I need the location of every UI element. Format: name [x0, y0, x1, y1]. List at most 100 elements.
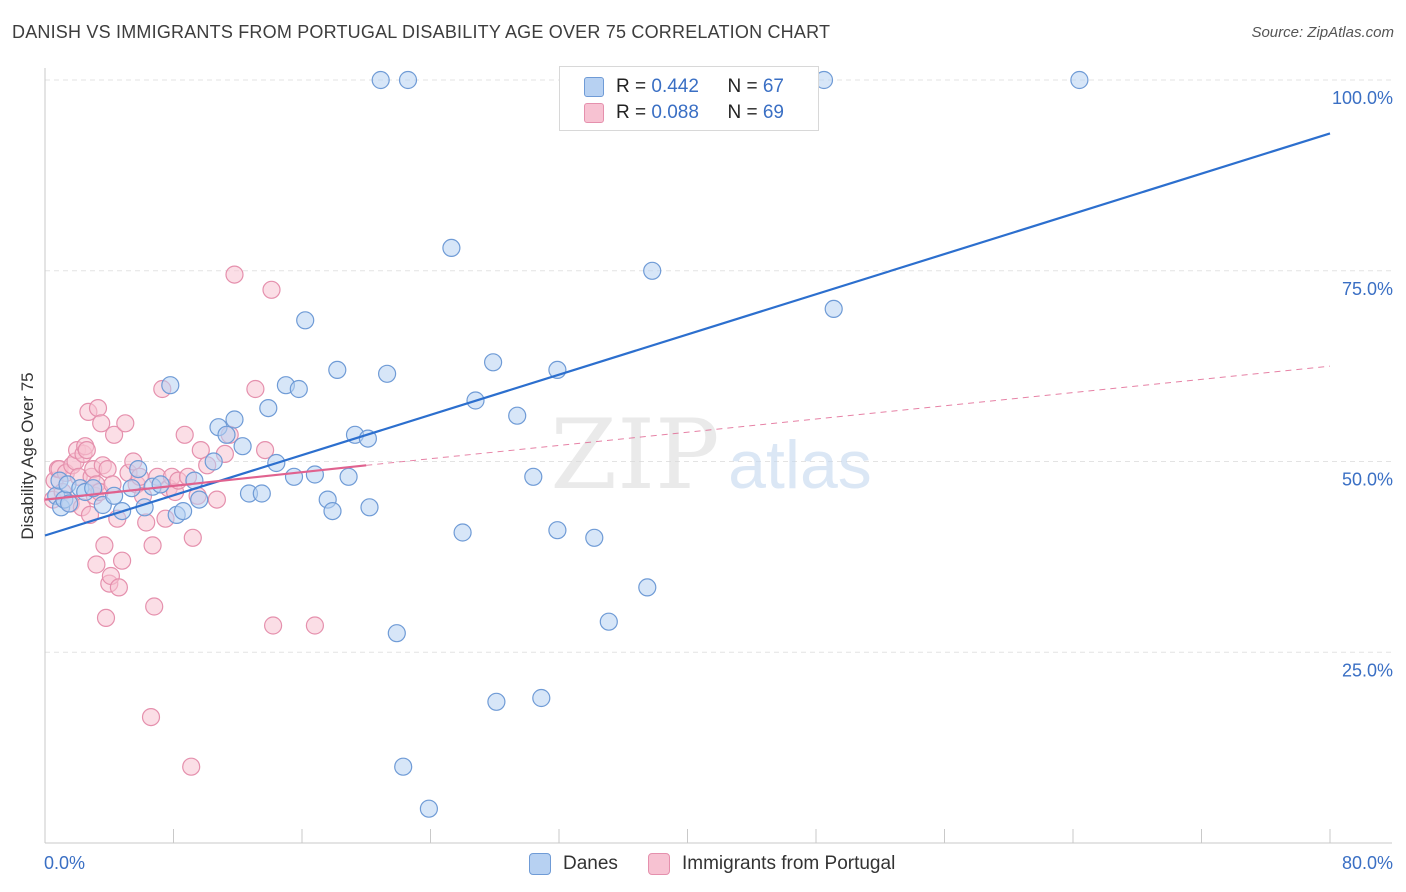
legend-row-danes: R = 0.442 N = 67 — [584, 75, 784, 99]
point-danes — [104, 486, 124, 505]
point-portugal — [104, 425, 124, 444]
point-portugal — [256, 441, 275, 460]
y-tick-label: 75.0% — [1342, 279, 1393, 299]
point-danes — [638, 578, 657, 597]
watermark-zip: ZIP — [550, 399, 719, 511]
legend: R = 0.442 N = 67 R = 0.088 N = 69 — [559, 66, 819, 131]
legend-swatch-danes — [584, 77, 604, 97]
trend-line-portugal-extended — [366, 365, 1331, 466]
point-danes — [585, 528, 604, 547]
point-danes — [122, 479, 141, 498]
point-danes — [233, 437, 252, 456]
point-portugal — [98, 460, 117, 479]
legend-r-value: 0.442 — [651, 76, 699, 97]
legend-r-label: R = — [616, 76, 652, 97]
gridlines — [45, 79, 1392, 653]
legend-n-value: 67 — [762, 76, 784, 97]
point-danes — [548, 521, 567, 540]
legend-row-portugal: R = 0.088 N = 69 — [584, 101, 784, 125]
point-danes — [151, 475, 170, 494]
point-danes — [532, 688, 551, 708]
x-tick-label: 0.0% — [44, 853, 85, 873]
point-danes — [161, 376, 180, 395]
point-danes — [371, 70, 390, 90]
x-tick-label: 80.0% — [1342, 853, 1393, 873]
bottom-legend-swatch-danes — [529, 853, 551, 875]
point-portugal — [207, 490, 226, 509]
point-danes — [259, 399, 278, 418]
legend-r-label: R = — [616, 102, 652, 123]
point-danes — [217, 425, 236, 444]
point-portugal — [182, 757, 201, 776]
point-portugal — [88, 399, 108, 418]
point-portugal — [137, 513, 156, 532]
watermark-atlas: atlas — [728, 427, 872, 503]
trend-line-portugal — [44, 464, 367, 501]
y-tick-label: 50.0% — [1342, 470, 1393, 490]
point-portugal — [225, 265, 244, 284]
point-portugal — [262, 280, 281, 299]
point-danes — [284, 467, 304, 486]
y-axis-label: Disability Age Over 75 — [18, 372, 37, 540]
point-danes — [398, 70, 418, 90]
point-danes — [453, 523, 472, 542]
point-danes — [328, 360, 347, 379]
point-danes — [484, 353, 503, 372]
point-danes — [419, 799, 438, 818]
chart-title: DANISH VS IMMIGRANTS FROM PORTUGAL DISAB… — [12, 22, 831, 42]
point-portugal — [145, 597, 164, 616]
bottom-legend-portugal: Immigrants from Portugal — [648, 852, 895, 876]
point-portugal — [112, 551, 132, 570]
point-danes — [305, 465, 324, 484]
point-danes — [296, 311, 315, 330]
watermark: ZIP atlas — [550, 399, 871, 511]
bottom-legend-label-danes: Danes — [563, 853, 618, 874]
point-danes — [394, 757, 413, 776]
point-danes — [599, 612, 618, 631]
point-portugal — [143, 536, 162, 555]
point-portugal — [264, 616, 283, 635]
point-portugal — [246, 379, 265, 399]
point-danes — [360, 498, 379, 517]
point-danes — [824, 299, 843, 318]
point-danes — [129, 460, 148, 479]
legend-n-value: 69 — [762, 102, 784, 123]
point-danes — [508, 406, 527, 425]
point-portugal — [92, 414, 111, 433]
point-danes — [378, 364, 397, 383]
point-portugal — [87, 555, 106, 574]
series-portugal-points — [43, 265, 324, 776]
point-danes — [524, 467, 543, 486]
point-danes — [289, 379, 308, 399]
trend-lines — [44, 132, 1331, 537]
point-danes — [252, 484, 271, 503]
bottom-legend-label-portugal: Immigrants from Portugal — [682, 853, 896, 874]
point-portugal — [183, 528, 202, 547]
point-danes — [190, 490, 209, 509]
y-tick-labels: 25.0% 50.0% 75.0% 100.0% — [1332, 88, 1393, 680]
point-danes — [225, 410, 244, 429]
point-danes — [442, 238, 461, 257]
point-danes — [323, 502, 342, 521]
point-portugal — [141, 707, 161, 727]
point-portugal — [95, 536, 114, 555]
axes — [44, 68, 1392, 844]
source-label: Source: ZipAtlas.com — [1251, 24, 1394, 41]
point-danes — [643, 261, 662, 280]
y-tick-label: 100.0% — [1332, 88, 1393, 108]
point-danes — [358, 429, 377, 448]
trend-line-danes — [44, 132, 1331, 537]
point-danes — [1070, 70, 1089, 90]
point-portugal — [191, 441, 210, 460]
legend-n-label: N = — [727, 76, 763, 97]
legend-n-label: N = — [727, 102, 763, 123]
bottom-legend-swatch-portugal — [648, 853, 670, 875]
point-danes — [59, 494, 79, 513]
bottom-legend-danes: Danes — [529, 852, 618, 876]
point-portugal — [175, 425, 194, 444]
y-tick-label: 25.0% — [1342, 660, 1393, 680]
point-portugal — [109, 578, 129, 597]
point-danes — [487, 692, 506, 711]
point-portugal — [77, 441, 96, 460]
